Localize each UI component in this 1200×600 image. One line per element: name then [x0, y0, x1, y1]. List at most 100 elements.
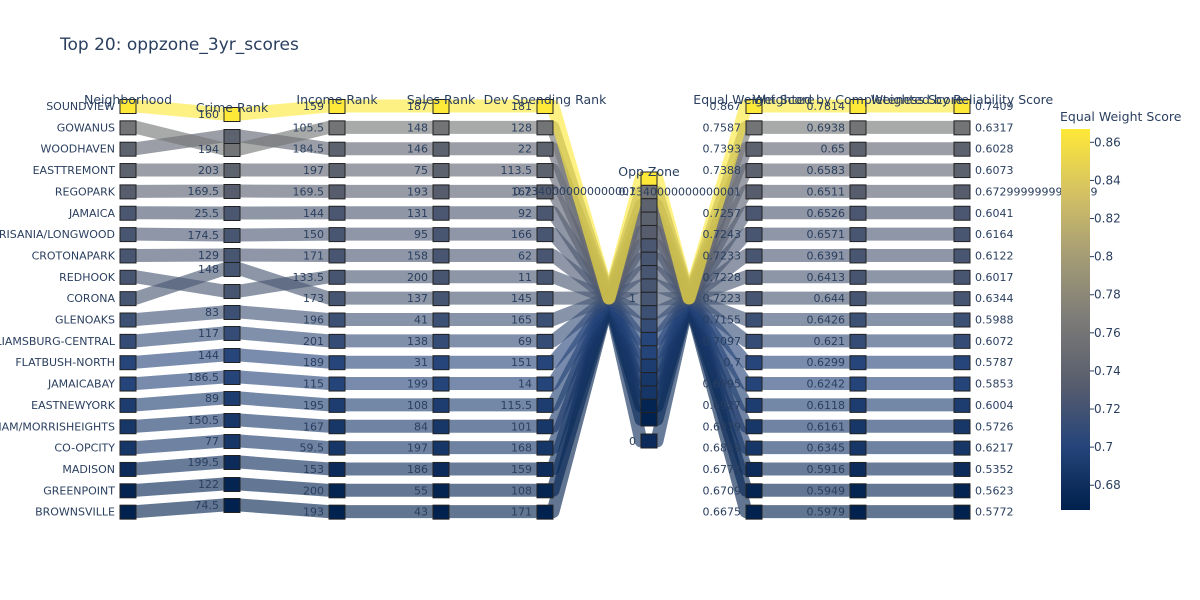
category-node[interactable]	[223, 326, 241, 341]
category-node[interactable]	[953, 291, 971, 307]
category-node[interactable]	[536, 205, 554, 221]
category-node[interactable]	[223, 228, 241, 243]
opp-zone-segment[interactable]	[640, 412, 658, 427]
category-node[interactable]	[328, 227, 346, 243]
category-node[interactable]	[536, 355, 554, 371]
category-node[interactable]	[223, 455, 241, 470]
category-node[interactable]	[328, 504, 346, 520]
category-node[interactable]	[849, 461, 867, 477]
category-node[interactable]	[119, 312, 137, 328]
category-node[interactable]	[953, 248, 971, 264]
category-node[interactable]	[223, 498, 241, 513]
category-node[interactable]	[119, 291, 137, 307]
category-node[interactable]	[745, 461, 763, 477]
category-node[interactable]	[849, 205, 867, 221]
category-node[interactable]	[432, 141, 450, 157]
opp-zone-segment[interactable]	[640, 398, 658, 414]
category-node[interactable]	[745, 440, 763, 456]
category-node[interactable]	[953, 227, 971, 243]
category-node[interactable]	[223, 129, 241, 144]
category-node[interactable]	[432, 397, 450, 413]
category-node[interactable]	[536, 184, 554, 200]
category-node[interactable]	[536, 397, 554, 413]
opp-zone-segment[interactable]	[640, 331, 658, 347]
category-node[interactable]	[745, 141, 763, 157]
category-node[interactable]	[745, 99, 763, 114]
category-node[interactable]	[536, 504, 554, 520]
opp-zone-segment[interactable]	[640, 198, 658, 213]
category-node[interactable]	[745, 355, 763, 371]
category-node[interactable]	[223, 142, 241, 157]
ribbon[interactable]	[128, 270, 970, 305]
category-node[interactable]	[328, 163, 346, 179]
opp-zone-zero-node[interactable]	[640, 433, 658, 449]
category-node[interactable]	[745, 483, 763, 499]
category-node[interactable]	[953, 141, 971, 157]
category-node[interactable]	[432, 440, 450, 456]
ribbon[interactable]	[128, 291, 970, 369]
category-node[interactable]	[223, 248, 241, 263]
category-node[interactable]	[328, 291, 346, 307]
category-node[interactable]	[849, 333, 867, 349]
category-node[interactable]	[953, 184, 971, 200]
category-node[interactable]	[119, 269, 137, 285]
opp-zone-segment[interactable]	[640, 318, 658, 333]
category-node[interactable]	[432, 205, 450, 221]
category-node[interactable]	[849, 141, 867, 157]
category-node[interactable]	[953, 163, 971, 179]
category-node[interactable]	[328, 419, 346, 435]
category-node[interactable]	[432, 419, 450, 435]
category-node[interactable]	[745, 504, 763, 520]
category-node[interactable]	[328, 141, 346, 157]
category-node[interactable]	[536, 99, 554, 114]
ribbon[interactable]	[128, 248, 970, 305]
category-node[interactable]	[849, 483, 867, 499]
category-node[interactable]	[328, 99, 346, 114]
category-node[interactable]	[953, 483, 971, 499]
opp-zone-segment[interactable]	[640, 358, 658, 374]
category-node[interactable]	[953, 440, 971, 456]
category-node[interactable]	[536, 163, 554, 179]
category-node[interactable]	[432, 333, 450, 349]
category-node[interactable]	[223, 413, 241, 428]
category-node[interactable]	[953, 120, 971, 136]
category-node[interactable]	[432, 376, 450, 392]
category-node[interactable]	[953, 461, 971, 477]
category-node[interactable]	[745, 376, 763, 392]
category-node[interactable]	[536, 141, 554, 157]
opp-zone-segment[interactable]	[640, 238, 658, 253]
category-node[interactable]	[223, 305, 241, 320]
category-node[interactable]	[223, 348, 241, 363]
category-node[interactable]	[328, 376, 346, 392]
category-node[interactable]	[328, 333, 346, 349]
category-node[interactable]	[432, 120, 450, 136]
category-node[interactable]	[536, 461, 554, 477]
category-node[interactable]	[745, 205, 763, 221]
opp-zone-segment[interactable]	[640, 305, 658, 320]
category-node[interactable]	[745, 419, 763, 435]
category-node[interactable]	[328, 483, 346, 499]
category-node[interactable]	[745, 227, 763, 243]
category-node[interactable]	[223, 391, 241, 406]
category-node[interactable]	[432, 227, 450, 243]
ribbon[interactable]	[128, 291, 970, 326]
category-node[interactable]	[745, 333, 763, 349]
category-node[interactable]	[328, 461, 346, 477]
category-node[interactable]	[849, 163, 867, 179]
category-node[interactable]	[119, 333, 137, 349]
ribbon[interactable]	[128, 291, 970, 391]
category-node[interactable]	[953, 269, 971, 285]
category-node[interactable]	[849, 419, 867, 435]
category-node[interactable]	[536, 120, 554, 136]
category-node[interactable]	[223, 107, 241, 122]
category-node[interactable]	[328, 397, 346, 413]
category-node[interactable]	[953, 205, 971, 221]
category-node[interactable]	[953, 333, 971, 349]
category-node[interactable]	[745, 291, 763, 307]
category-node[interactable]	[119, 163, 137, 179]
category-node[interactable]	[432, 355, 450, 371]
category-node[interactable]	[119, 504, 137, 520]
category-node[interactable]	[328, 355, 346, 371]
category-node[interactable]	[745, 312, 763, 328]
category-node[interactable]	[119, 397, 137, 413]
